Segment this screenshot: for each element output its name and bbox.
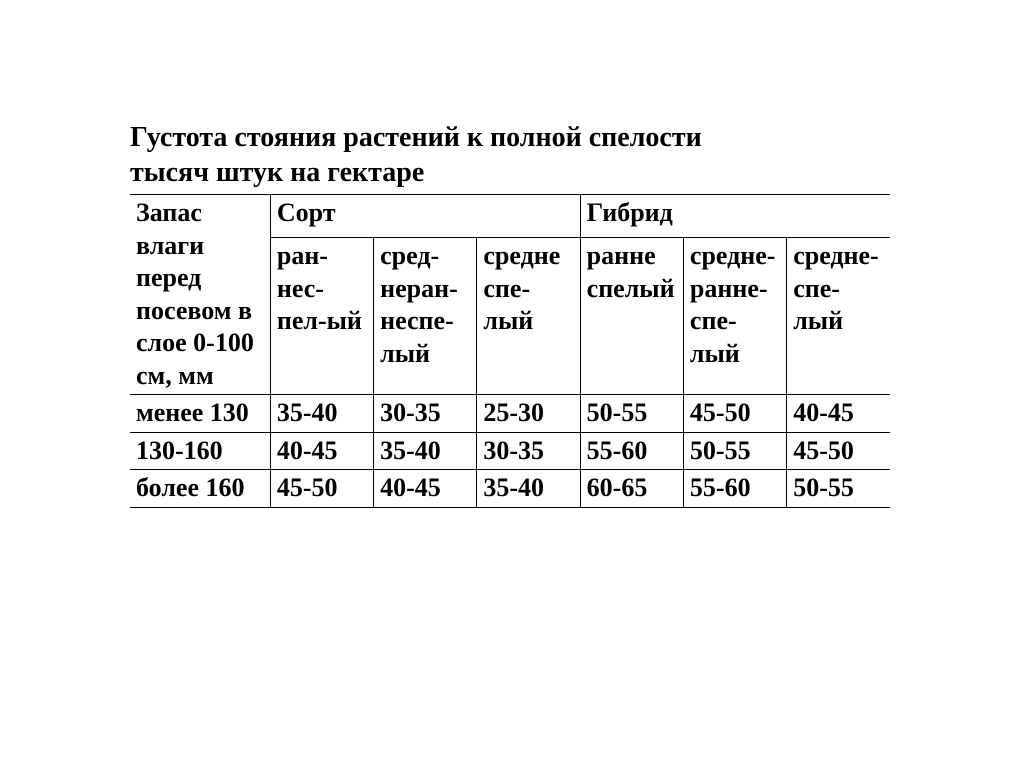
row-label: более 160 bbox=[130, 470, 270, 508]
group-hybrid: Гибрид bbox=[580, 195, 890, 238]
cell: 50-55 bbox=[580, 395, 683, 433]
rowhead-cell: Запас влаги перед посевом в слое 0-100 с… bbox=[130, 195, 270, 395]
cell: 30-35 bbox=[477, 432, 580, 470]
cell: 35-40 bbox=[270, 395, 373, 433]
cell: 45-50 bbox=[683, 395, 786, 433]
page: Густота стояния растений к полной спелос… bbox=[0, 0, 1024, 508]
density-table: Запас влаги перед посевом в слое 0-100 с… bbox=[130, 194, 890, 508]
table-row: менее 130 35-40 30-35 25-30 50-55 45-50 … bbox=[130, 395, 890, 433]
group-sort: Сорт bbox=[270, 195, 580, 238]
row-label: менее 130 bbox=[130, 395, 270, 433]
cell: 55-60 bbox=[683, 470, 786, 508]
cell: 45-50 bbox=[270, 470, 373, 508]
cell: 40-45 bbox=[787, 395, 890, 433]
table-row: 130-160 40-45 35-40 30-35 55-60 50-55 45… bbox=[130, 432, 890, 470]
cell: 30-35 bbox=[374, 395, 477, 433]
cell: 35-40 bbox=[374, 432, 477, 470]
cell: 25-30 bbox=[477, 395, 580, 433]
title-line-2: тысяч штук на гектаре bbox=[130, 157, 424, 188]
cell: 40-45 bbox=[270, 432, 373, 470]
cell: 35-40 bbox=[477, 470, 580, 508]
cell: 50-55 bbox=[787, 470, 890, 508]
col-sort-2: сред-неран-неспе-лый bbox=[374, 238, 477, 395]
title-line-1: Густота стояния растений к полной спелос… bbox=[130, 122, 702, 153]
cell: 45-50 bbox=[787, 432, 890, 470]
col-sort-3: средне спе-лый bbox=[477, 238, 580, 395]
cell: 60-65 bbox=[580, 470, 683, 508]
table-row: более 160 45-50 40-45 35-40 60-65 55-60 … bbox=[130, 470, 890, 508]
col-sort-1: ран-нес-пел-ый bbox=[270, 238, 373, 395]
cell: 50-55 bbox=[683, 432, 786, 470]
table-title: Густота стояния растений к полной спелос… bbox=[130, 120, 964, 190]
col-hybrid-1: ранне спелый bbox=[580, 238, 683, 395]
row-label: 130-160 bbox=[130, 432, 270, 470]
col-hybrid-3: средне-спе-лый bbox=[787, 238, 890, 395]
cell: 55-60 bbox=[580, 432, 683, 470]
cell: 40-45 bbox=[374, 470, 477, 508]
col-hybrid-2: средне-ранне-спе-лый bbox=[683, 238, 786, 395]
table-header-row-1: Запас влаги перед посевом в слое 0-100 с… bbox=[130, 195, 890, 238]
